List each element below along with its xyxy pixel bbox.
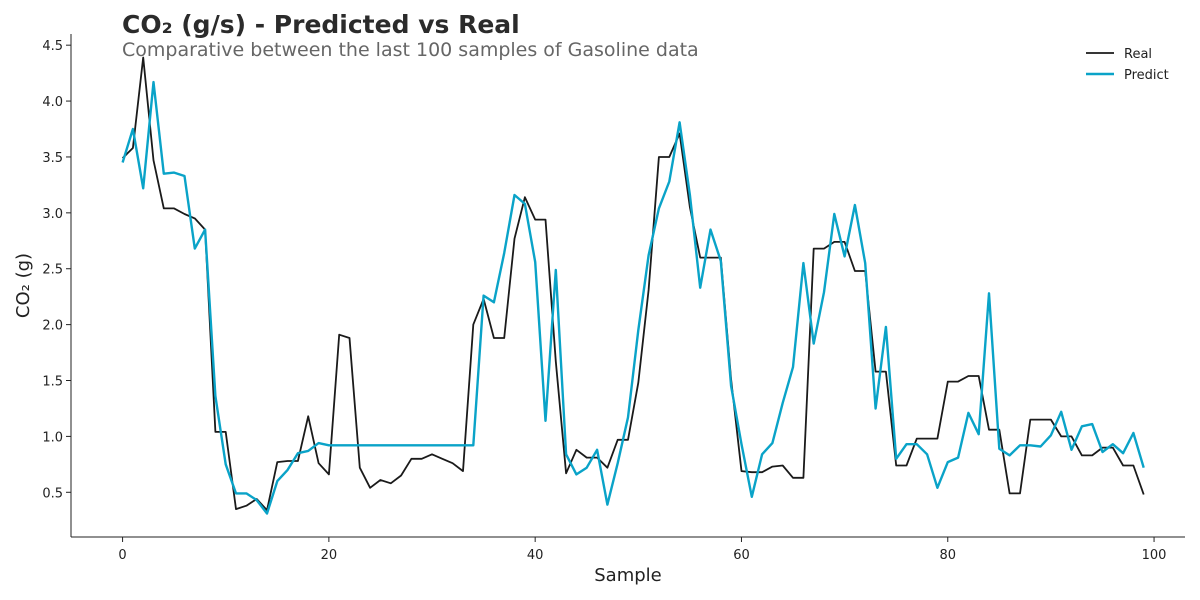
series-line-real bbox=[121, 56, 1145, 512]
x-tick-label: 40 bbox=[527, 548, 544, 563]
series-line-predict bbox=[121, 80, 1145, 515]
y-tick-label: 2.5 bbox=[42, 263, 63, 278]
x-axis-label: Sample bbox=[594, 565, 662, 586]
y-axis-label: CO₂ (g) bbox=[13, 253, 34, 318]
axes: 0 20 40 60 80 100 0.5 1.0 1.5 2.0 2.5 3.0 3.5 4.0 4.5 S… bbox=[13, 34, 1185, 586]
x-tick-label: 0 bbox=[118, 548, 126, 563]
legend-label-predict: Predict bbox=[1124, 68, 1169, 83]
y-tick-label: 3.0 bbox=[42, 207, 63, 222]
x-tick-label: 100 bbox=[1142, 548, 1167, 563]
y-tick-label: 4.0 bbox=[42, 95, 63, 110]
legend: Real Predict bbox=[1086, 47, 1169, 83]
legend-label-real: Real bbox=[1124, 47, 1152, 62]
chart-subtitle: Comparative between the last 100 samples… bbox=[122, 39, 699, 61]
y-tick-label: 1.5 bbox=[42, 375, 63, 390]
y-tick-label: 2.0 bbox=[42, 319, 63, 334]
x-tick-label: 60 bbox=[733, 548, 750, 563]
x-tick-label: 80 bbox=[939, 548, 956, 563]
y-tick-label: 3.5 bbox=[42, 151, 63, 166]
y-tick-label: 4.5 bbox=[42, 39, 63, 54]
chart-title: CO₂ (g/s) - Predicted vs Real bbox=[122, 10, 520, 39]
x-tick-label: 20 bbox=[321, 548, 338, 563]
y-tick-label: 1.0 bbox=[42, 430, 63, 445]
series-layer bbox=[121, 56, 1145, 515]
y-tick-label: 0.5 bbox=[42, 486, 63, 501]
